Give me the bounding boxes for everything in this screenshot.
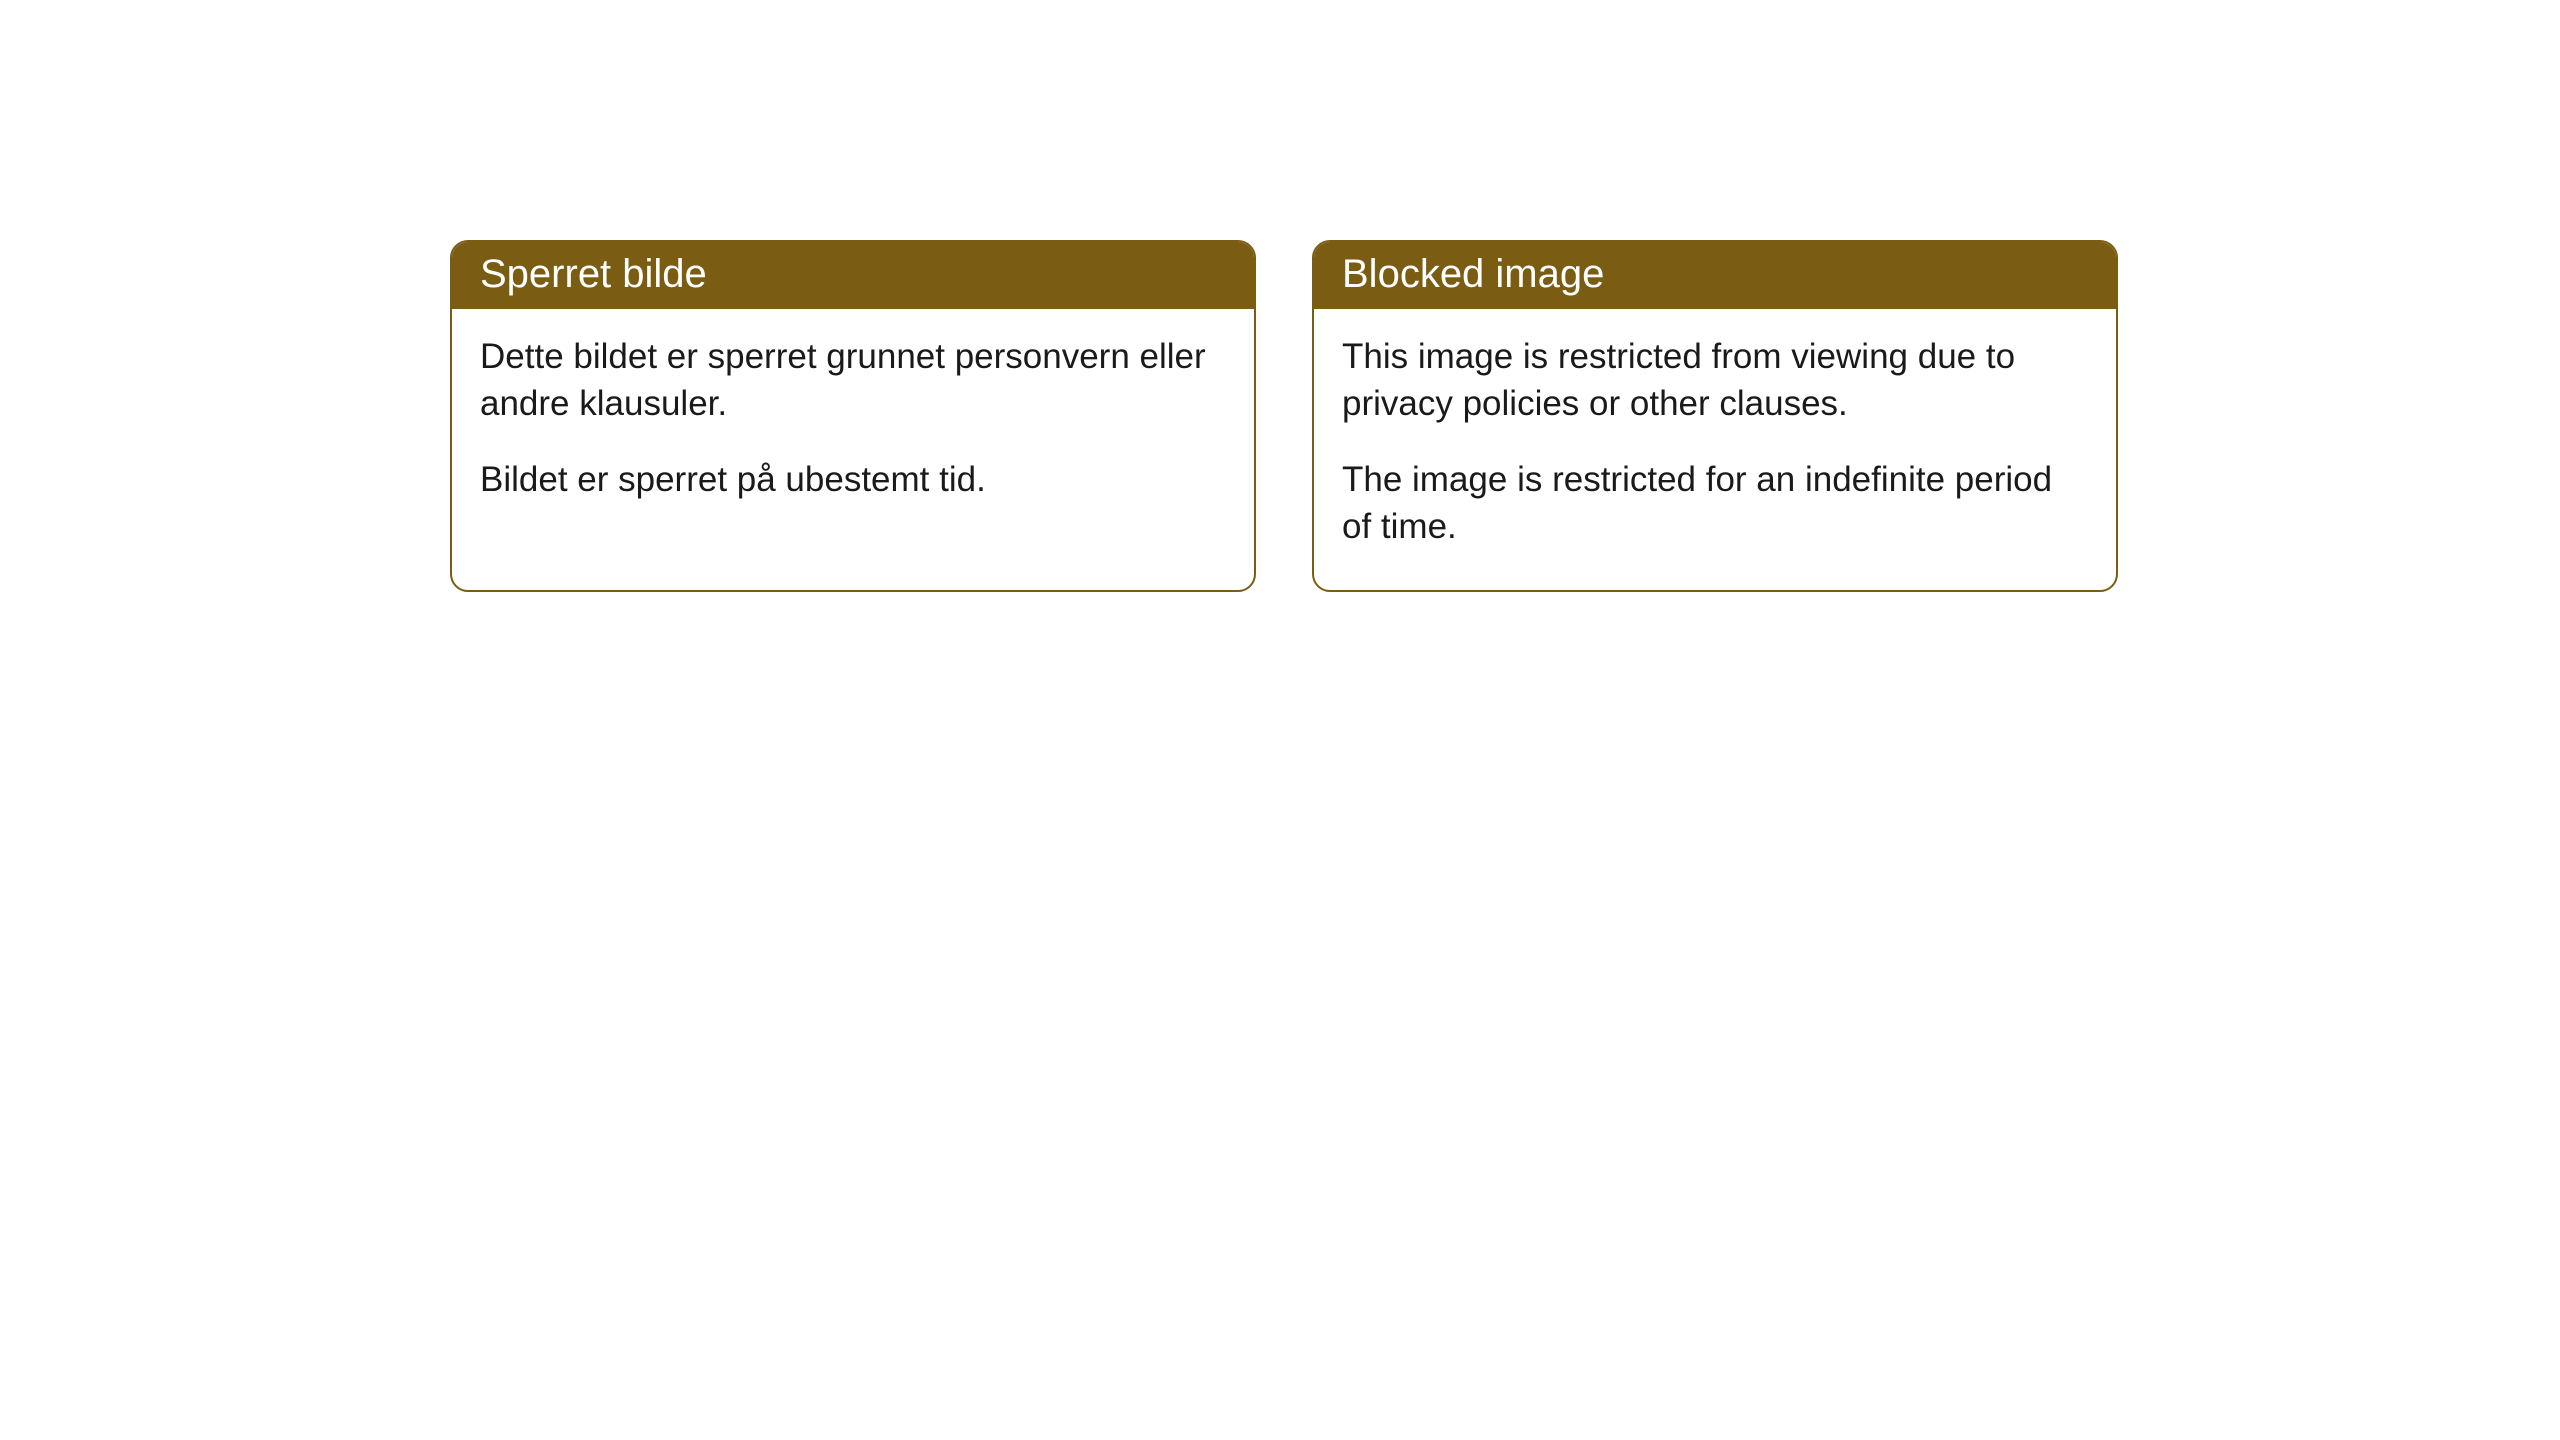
notice-container: Sperret bilde Dette bildet er sperret gr…	[0, 0, 2560, 592]
card-header: Sperret bilde	[452, 242, 1254, 309]
card-body: Dette bildet er sperret grunnet personve…	[452, 309, 1254, 543]
card-paragraph: The image is restricted for an indefinit…	[1342, 456, 2088, 551]
card-header: Blocked image	[1314, 242, 2116, 309]
card-title: Sperret bilde	[480, 252, 707, 296]
card-paragraph: This image is restricted from viewing du…	[1342, 333, 2088, 428]
blocked-image-card-no: Sperret bilde Dette bildet er sperret gr…	[450, 240, 1256, 592]
card-paragraph: Bildet er sperret på ubestemt tid.	[480, 456, 1226, 503]
blocked-image-card-en: Blocked image This image is restricted f…	[1312, 240, 2118, 592]
card-title: Blocked image	[1342, 252, 1604, 296]
card-paragraph: Dette bildet er sperret grunnet personve…	[480, 333, 1226, 428]
card-body: This image is restricted from viewing du…	[1314, 309, 2116, 590]
